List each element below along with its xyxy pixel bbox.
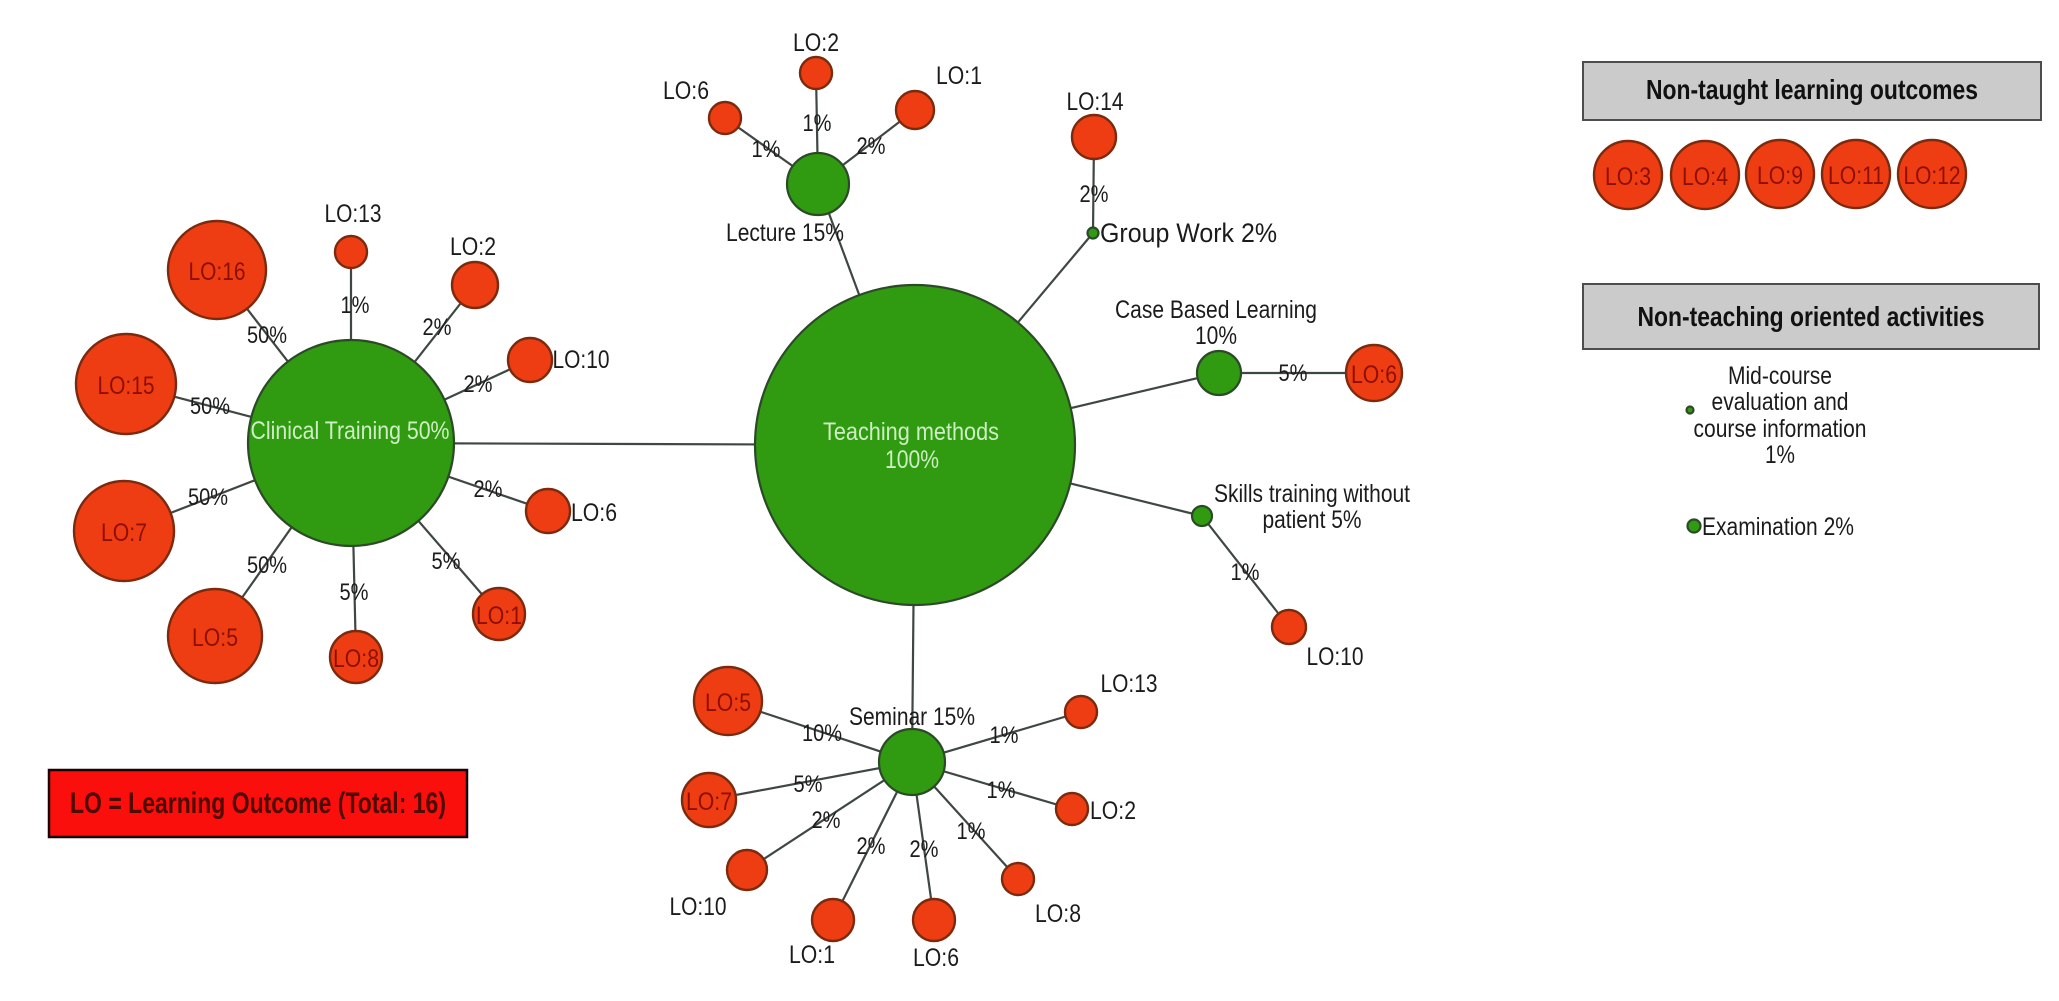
svg-text:Non-teaching oriented activiti: Non-teaching oriented activities	[1638, 301, 1985, 332]
svg-text:LO:6: LO:6	[571, 499, 617, 527]
svg-text:Case Based Learning: Case Based Learning	[1115, 296, 1317, 324]
svg-text:LO = Learning Outcome (Total:: LO = Learning Outcome (Total: 16)	[70, 787, 446, 820]
svg-text:patient 5%: patient 5%	[1263, 506, 1362, 534]
svg-text:LO:14: LO:14	[1067, 88, 1124, 116]
svg-text:LO:7: LO:7	[101, 519, 147, 547]
svg-text:1%: 1%	[957, 818, 986, 845]
svg-text:LO:5: LO:5	[705, 689, 751, 717]
svg-text:2%: 2%	[423, 314, 452, 341]
svg-text:LO:2: LO:2	[1090, 797, 1136, 825]
svg-text:LO:1: LO:1	[789, 941, 835, 969]
svg-text:Group Work 2%: Group Work 2%	[1100, 218, 1277, 248]
svg-text:1%: 1%	[803, 110, 832, 137]
svg-text:2%: 2%	[857, 833, 886, 860]
svg-text:50%: 50%	[247, 552, 287, 579]
svg-text:5%: 5%	[432, 548, 461, 575]
svg-text:2%: 2%	[474, 476, 503, 503]
svg-text:2%: 2%	[812, 807, 841, 834]
svg-text:evaluation and: evaluation and	[1712, 388, 1849, 416]
svg-text:LO:1: LO:1	[936, 62, 982, 90]
svg-text:Mid-course: Mid-course	[1728, 362, 1832, 390]
svg-text:1%: 1%	[1231, 559, 1260, 586]
svg-text:LO:12: LO:12	[1904, 162, 1961, 190]
svg-text:1%: 1%	[752, 136, 781, 163]
svg-text:LO:4: LO:4	[1682, 163, 1728, 191]
svg-text:2%: 2%	[857, 133, 886, 160]
svg-text:LO:5: LO:5	[192, 624, 238, 652]
svg-text:2%: 2%	[910, 836, 939, 863]
svg-text:LO:2: LO:2	[793, 29, 839, 57]
svg-text:Examination 2%: Examination 2%	[1702, 513, 1854, 541]
svg-text:2%: 2%	[1080, 181, 1109, 208]
svg-text:5%: 5%	[794, 771, 823, 798]
svg-text:Non-taught learning outcomes: Non-taught learning outcomes	[1646, 74, 1978, 105]
svg-text:LO:8: LO:8	[1035, 900, 1081, 928]
svg-text:LO:3: LO:3	[1605, 163, 1651, 191]
svg-text:LO:7: LO:7	[686, 788, 732, 816]
svg-text:Seminar 15%: Seminar 15%	[849, 703, 975, 731]
svg-text:LO:16: LO:16	[189, 258, 246, 286]
svg-text:50%: 50%	[188, 484, 228, 511]
svg-text:LO:1: LO:1	[476, 602, 522, 630]
svg-text:LO:10: LO:10	[670, 893, 727, 921]
svg-text:LO:6: LO:6	[913, 944, 959, 972]
svg-text:50%: 50%	[247, 322, 287, 349]
svg-text:100%: 100%	[885, 446, 939, 474]
svg-text:5%: 5%	[1279, 360, 1308, 387]
svg-text:50%: 50%	[190, 393, 230, 420]
svg-text:LO:15: LO:15	[98, 372, 155, 400]
svg-text:1%: 1%	[990, 722, 1019, 749]
svg-text:LO:8: LO:8	[333, 645, 379, 673]
svg-text:Skills training without: Skills training without	[1214, 480, 1410, 508]
svg-text:2%: 2%	[464, 371, 493, 398]
svg-text:5%: 5%	[340, 579, 369, 606]
svg-text:course information: course information	[1694, 415, 1867, 443]
svg-text:LO:11: LO:11	[1828, 162, 1884, 190]
svg-text:1%: 1%	[341, 292, 370, 319]
svg-text:10%: 10%	[1195, 322, 1237, 350]
svg-text:LO:13: LO:13	[1101, 670, 1158, 698]
svg-text:LO:13: LO:13	[325, 200, 382, 228]
svg-text:LO:9: LO:9	[1757, 162, 1803, 190]
svg-text:1%: 1%	[1765, 441, 1795, 469]
svg-text:Lecture 15%: Lecture 15%	[726, 219, 844, 247]
svg-text:LO:10: LO:10	[1307, 643, 1364, 671]
svg-text:1%: 1%	[987, 777, 1016, 804]
svg-text:LO:10: LO:10	[553, 346, 610, 374]
svg-text:LO:6: LO:6	[663, 77, 709, 105]
svg-text:LO:6: LO:6	[1351, 361, 1397, 389]
svg-text:Teaching methods: Teaching methods	[823, 418, 999, 446]
svg-text:10%: 10%	[802, 720, 842, 747]
svg-text:LO:2: LO:2	[450, 233, 496, 261]
svg-text:Clinical Training 50%: Clinical Training 50%	[251, 417, 450, 445]
